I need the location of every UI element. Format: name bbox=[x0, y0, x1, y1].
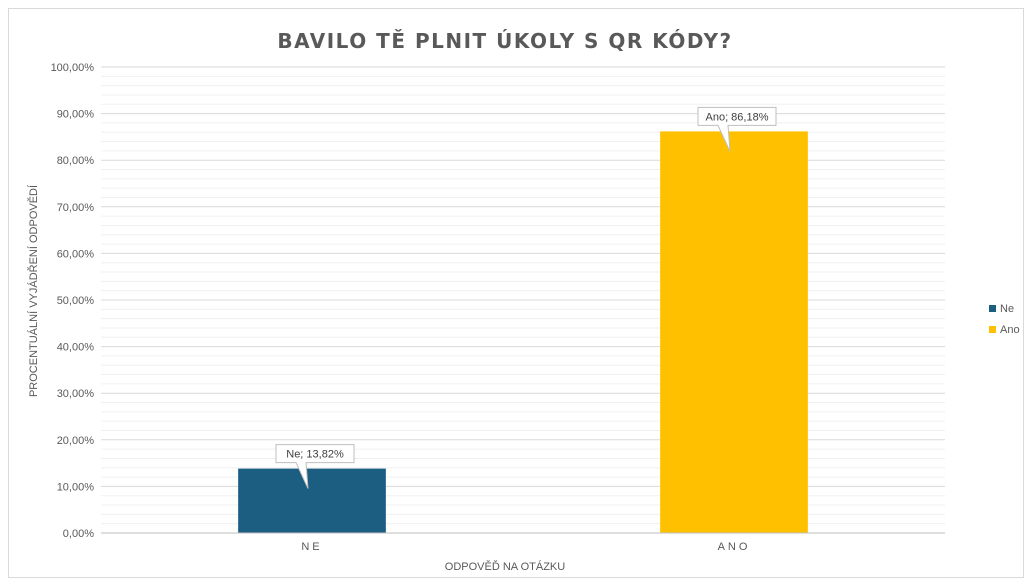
legend-label: Ne bbox=[1000, 303, 1014, 315]
data-label-text: Ne; 13,82% bbox=[286, 449, 344, 461]
legend-swatch bbox=[989, 305, 996, 312]
bar-ne bbox=[238, 468, 386, 533]
gridlines bbox=[101, 66, 945, 534]
data-label-ne: Ne; 13,82% bbox=[275, 444, 355, 489]
bar-ano bbox=[660, 131, 808, 534]
legend-item-ne: Ne bbox=[989, 303, 1014, 315]
y-tick-label: 0,00% bbox=[63, 528, 94, 540]
chart-area: BAVILO TĚ PLNIT ÚKOLY S QR KÓDY? 0,00% 10… bbox=[8, 8, 1024, 578]
y-axis-title: PROCENTUÁLNÍ VYJÁDŘENÍ ODPOVĚDÍ bbox=[27, 184, 40, 397]
y-axis-tick-labels: 0,00% 10,00% 20,00% 30,00% 40,00% 50,00% 60,00… bbox=[51, 62, 95, 540]
x-axis-tick-labels: NE ANO bbox=[301, 541, 751, 553]
y-tick-label: 80,00% bbox=[57, 155, 95, 167]
x-tick-label: ANO bbox=[718, 541, 751, 553]
y-tick-label: 20,00% bbox=[57, 435, 95, 447]
x-tick-label: NE bbox=[301, 541, 322, 553]
bar-chart: BAVILO TĚ PLNIT ÚKOLY S QR KÓDY? 0,00% 10… bbox=[27, 29, 1020, 573]
y-tick-label: 100,00% bbox=[51, 62, 95, 74]
legend: Ne Ano bbox=[989, 303, 1020, 336]
chart-title: BAVILO TĚ PLNIT ÚKOLY S QR KÓDY? bbox=[277, 29, 732, 53]
data-label-ano: Ano; 86,18% bbox=[697, 106, 777, 152]
data-label-text: Ano; 86,18% bbox=[706, 111, 769, 123]
data-label-callout bbox=[275, 444, 355, 489]
bars bbox=[238, 131, 808, 534]
y-tick-label: 90,00% bbox=[57, 109, 95, 121]
y-tick-label: 70,00% bbox=[57, 202, 95, 214]
y-tick-label: 30,00% bbox=[57, 388, 95, 400]
legend-item-ano: Ano bbox=[989, 324, 1020, 336]
y-tick-label: 10,00% bbox=[57, 481, 95, 493]
x-axis-title: ODPOVĚĎ NA OTÁZKU bbox=[445, 560, 565, 573]
y-tick-label: 50,00% bbox=[57, 295, 95, 307]
legend-label: Ano bbox=[1000, 324, 1020, 336]
y-tick-label: 40,00% bbox=[57, 342, 95, 354]
data-label-callout bbox=[697, 106, 777, 152]
legend-swatch bbox=[989, 326, 996, 333]
data-labels: Ne; 13,82% Ano; 86,18% bbox=[275, 106, 777, 489]
y-tick-label: 60,00% bbox=[57, 248, 95, 260]
